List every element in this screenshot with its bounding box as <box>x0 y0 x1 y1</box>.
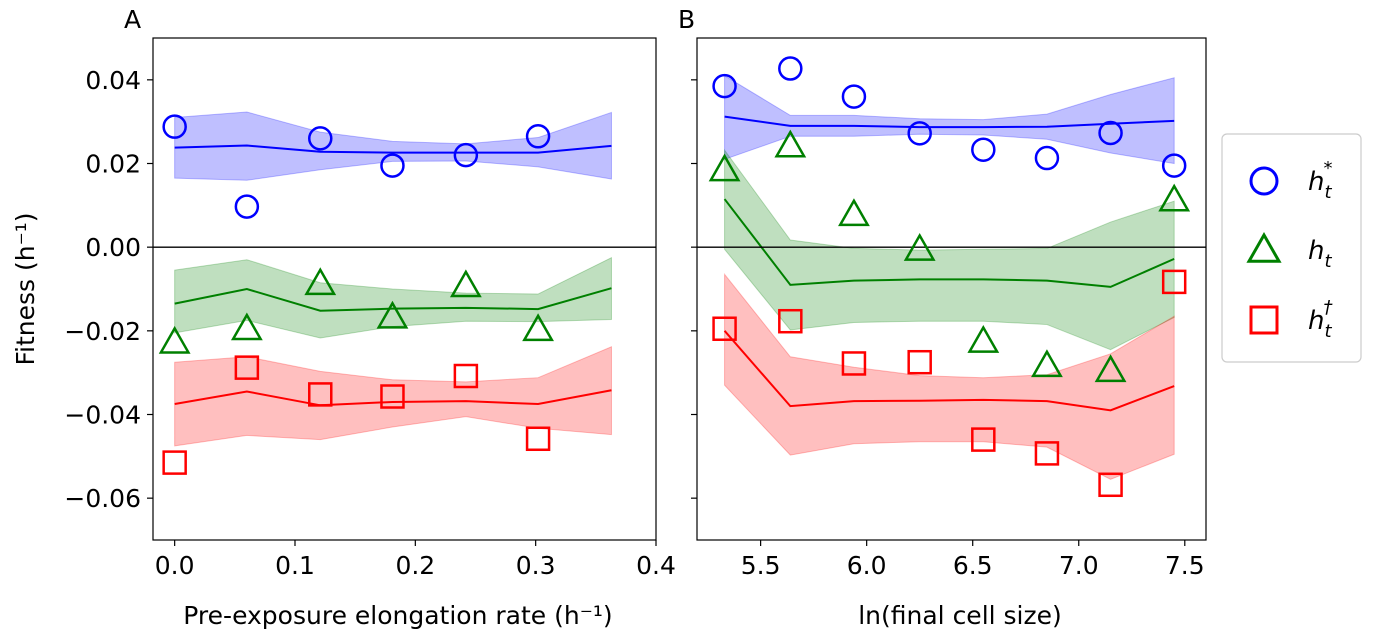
panel-b: B 5.5 6.0 6.5 7.0 7.5 ln(final cell size) <box>678 5 1207 630</box>
panel-b-blue-point <box>841 84 867 109</box>
panel-b-green-point <box>967 325 1000 353</box>
panel-a-x-tick-label: 0.1 <box>275 551 315 580</box>
legend: ht* ht ht† <box>1221 133 1362 363</box>
panel-a-red-point <box>308 382 333 407</box>
panel-b-blue-mean-line <box>724 115 1175 129</box>
panel-b-green-point <box>774 129 807 158</box>
panel-a-green-mean-line <box>174 287 612 312</box>
panel-b-x-tick-label: 6.5 <box>953 551 993 580</box>
legend-square-marker <box>1249 305 1279 335</box>
panel-a-red-point <box>525 426 551 452</box>
panel-b-green-point <box>1158 183 1191 212</box>
y-tick-label: 0.02 <box>85 150 141 179</box>
panel-b-blue-point <box>1161 153 1187 178</box>
panel-b-blue-point <box>907 121 932 146</box>
panel-b-red-point <box>907 349 932 375</box>
y-tick-label: 0.04 <box>85 66 141 95</box>
panel-a-series-layer <box>153 111 656 475</box>
panel-b-green-point <box>708 153 741 182</box>
panel-a-blue-point <box>234 194 260 219</box>
legend-circle-marker <box>1249 166 1279 196</box>
panel-a-xlabel: Pre-exposure elongation rate (h⁻¹) <box>183 601 612 630</box>
panel-b-plot-area: 5.5 6.0 6.5 7.0 7.5 <box>691 56 1206 580</box>
panel-a-x-tick-label: 0.2 <box>395 551 435 580</box>
legend-box <box>1221 133 1362 363</box>
panel-a-red-point <box>234 355 260 380</box>
y-tick-label: 0.00 <box>85 233 141 262</box>
panel-b-red-point <box>712 316 737 341</box>
panel-b-blue-point <box>971 137 996 162</box>
y-tick-label: −0.06 <box>64 484 141 513</box>
panel-a-red-point <box>453 363 479 389</box>
panel-b-red-point <box>1098 472 1123 498</box>
panel-b-blue-point <box>1034 145 1060 171</box>
legend-label: ht <box>1308 236 1332 272</box>
legend-label: ht* <box>1308 158 1333 203</box>
panel-a-red-point <box>380 384 405 409</box>
panel-b-frame <box>696 37 1207 541</box>
panel-a-frame <box>152 37 657 541</box>
panel-a-letter: A <box>124 5 141 34</box>
panel-b-red-point <box>778 308 803 334</box>
panel-a-green-point <box>376 300 409 329</box>
panel-a-green-point <box>522 313 554 342</box>
panel-b-x-tick-label: 7.5 <box>1165 551 1205 580</box>
panel-b-blue-point <box>1098 120 1123 146</box>
panel-a-red-confidence-band <box>174 345 612 447</box>
panel-a-plot-area: 0.0 0.1 0.2 0.3 0.4 <box>147 79 676 580</box>
panel-b-red-point <box>1034 441 1060 466</box>
panel-a-green-point <box>158 325 191 354</box>
panel-b-series-layer <box>697 56 1206 498</box>
panel-a: A 0.0 0.1 0.2 0.3 0.4 Pre-exposure elongatio… <box>124 5 676 630</box>
panel-b-red-point <box>1161 269 1187 295</box>
panel-b-red-confidence-band <box>724 272 1175 480</box>
panel-a-blue-point <box>453 142 479 168</box>
legend-triangle-marker <box>1246 231 1282 263</box>
panel-a-green-point <box>230 312 263 341</box>
panel-b-x-tick-label: 6.0 <box>847 551 887 580</box>
panel-b-xlabel: ln(final cell size) <box>858 601 1062 630</box>
panel-b-green-point <box>1031 349 1063 378</box>
panel-a-blue-point <box>380 153 405 178</box>
panel-a-green-point <box>304 267 337 296</box>
panel-b-blue-confidence-band <box>724 74 1175 165</box>
panel-a-green-confidence-band <box>174 256 612 339</box>
panel-b-green-point <box>1094 354 1127 383</box>
panel-a-red-point <box>162 450 187 475</box>
panel-a-blue-mean-line <box>174 144 612 154</box>
panel-a-red-mean-line <box>174 389 612 407</box>
panel-b-green-point <box>838 198 870 227</box>
panel-b-red-point <box>841 351 867 376</box>
panel-b-red-point <box>971 427 996 452</box>
legend-label: ht† <box>1308 297 1334 342</box>
panel-b-green-mean-line <box>723 198 1175 288</box>
panel-b-red-mean-line <box>723 330 1175 412</box>
panel-a-blue-point <box>162 114 187 139</box>
panel-b-blue-point <box>712 73 737 99</box>
y-tick-label: −0.02 <box>64 317 141 346</box>
y-tick-labels: 0.04 0.02 0.00 −0.02 −0.04 −0.06 <box>64 66 141 513</box>
panel-b-x-tick-label: 5.5 <box>741 551 781 580</box>
y-axis-label: Fitness (h⁻¹) <box>11 212 40 365</box>
y-tick-label: −0.04 <box>64 401 141 430</box>
legend-entries: ht* ht ht† <box>1246 158 1334 342</box>
panel-a-green-point <box>449 269 482 298</box>
panel-a-x-tick-label: 0.3 <box>516 551 556 580</box>
panel-b-letter: B <box>678 5 695 34</box>
panel-a-blue-confidence-band <box>174 111 612 181</box>
panel-a-x-tick-label: 0.4 <box>636 551 676 580</box>
panel-a-blue-point <box>308 126 333 151</box>
panel-a-x-tick-label: 0.0 <box>155 551 195 580</box>
panel-b-green-point <box>903 232 936 261</box>
panel-b-blue-point <box>778 56 803 81</box>
panel-a-blue-point <box>525 124 551 149</box>
panel-b-x-tick-label: 7.0 <box>1059 551 1099 580</box>
panel-b-green-confidence-band <box>724 148 1175 351</box>
